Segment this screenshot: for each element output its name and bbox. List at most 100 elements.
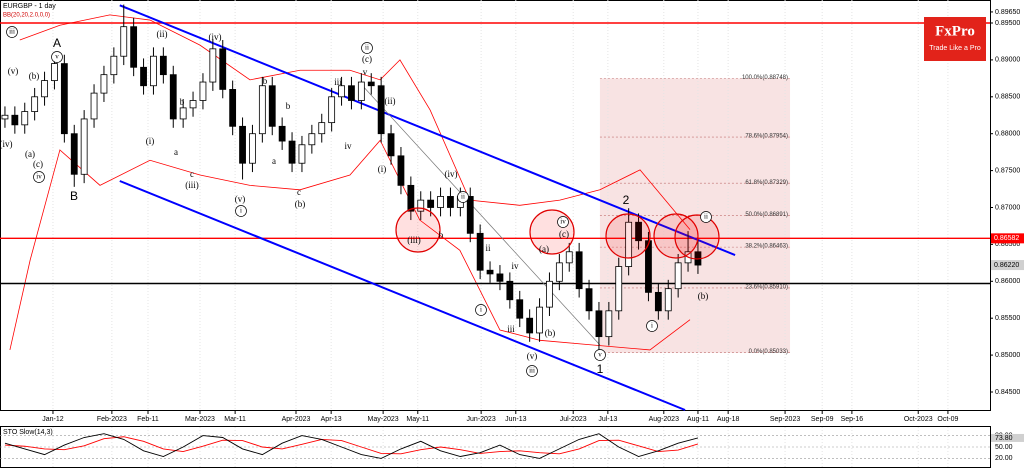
highlight-circle: [674, 214, 720, 260]
wave-label: c: [297, 187, 301, 197]
wave-label: i: [480, 306, 482, 314]
candle-body: [466, 196, 474, 234]
wave-label: (i): [146, 136, 155, 146]
candle-body: [338, 85, 345, 98]
candle-body: [169, 74, 177, 120]
level-label: 0.86582: [994, 235, 1019, 242]
x-tick-label: Aug-2023: [649, 416, 679, 423]
wave-label: i: [240, 207, 242, 215]
annotation-circle: [646, 320, 658, 332]
candle-body: [31, 96, 39, 112]
level-label-box: [991, 233, 1024, 244]
fib-label: 23.6%(0.85910): [745, 285, 788, 291]
chart-title: EURGBP - 1 day: [3, 3, 56, 10]
candle-body: [1, 114, 9, 120]
x-tick-label: Feb-2023: [97, 416, 127, 423]
wave-label: (c): [362, 54, 372, 64]
candle-body: [159, 55, 167, 76]
price-panel-frame: [0, 0, 991, 411]
fib-label: 50.0%(0.86891): [745, 212, 788, 218]
stoch-line: [4, 436, 699, 455]
wave-label: (iv): [209, 32, 222, 42]
x-tick-label: Feb-11: [137, 416, 159, 423]
highlight-circle: [395, 207, 441, 253]
wave-label: (b): [545, 328, 556, 338]
y-tick-label: 0.89650: [995, 9, 1020, 16]
x-tick-label: Sep-2023: [770, 416, 800, 423]
x-tick-label: May-2023: [368, 416, 399, 423]
candle-body: [486, 269, 494, 275]
wave-label: iv: [344, 141, 352, 151]
candle-body: [427, 199, 435, 208]
wave-label: (v): [8, 66, 19, 76]
candle-body: [546, 280, 553, 308]
x-tick-label: Jun-2023: [467, 416, 496, 423]
y-tick-label: 0.86000: [995, 278, 1020, 285]
candle-body: [258, 85, 266, 135]
wave-label: iii: [529, 367, 535, 375]
annotation-circle: [557, 216, 569, 228]
wave-label: (iii): [185, 180, 199, 190]
candle-body: [219, 48, 227, 90]
brand-logo: FxPro Trade Like a Pro: [924, 17, 986, 61]
candle-body: [417, 199, 425, 212]
x-tick-label: Sep-16: [841, 416, 864, 423]
candle-body: [21, 111, 29, 126]
wave-label: (a): [539, 244, 549, 254]
candle-body: [80, 118, 88, 175]
x-tick-label: Aug-18: [717, 416, 740, 423]
candle-body: [60, 63, 68, 135]
candle-body: [536, 306, 543, 334]
bollinger-band: [19, 14, 691, 230]
candle-body: [437, 196, 444, 208]
wave-label: iv: [560, 218, 566, 226]
trend-line: [361, 84, 601, 346]
candle-body: [268, 85, 276, 127]
annotation-circle: [33, 171, 45, 183]
fib-label: 61.8%(0.87329): [745, 180, 788, 186]
x-tick-label: Apr-13: [321, 416, 342, 423]
wave-label: a: [272, 156, 276, 166]
candle-body: [70, 133, 78, 175]
candle-body: [645, 240, 652, 293]
candle-body: [575, 251, 583, 290]
candle-body: [229, 89, 237, 127]
candle-body: [179, 107, 187, 120]
wave-label: (ii): [385, 96, 396, 106]
wave-label: iv: [36, 173, 42, 181]
wave-label: ii: [704, 213, 708, 221]
candle-body: [199, 81, 207, 101]
candle-body: [328, 96, 336, 124]
annotation-circle: [6, 26, 18, 38]
wave-label: b: [180, 97, 185, 107]
indicator-label: BB(20,20,2.0,0,0): [3, 13, 50, 19]
wave-label: iv: [511, 261, 519, 271]
wave-label: a: [174, 147, 178, 157]
candle-body: [654, 291, 662, 312]
y-tick-label: 0.84500: [995, 389, 1020, 396]
candle-body: [447, 196, 454, 208]
x-tick-label: Jul-13: [598, 416, 617, 423]
candle-body: [348, 85, 355, 101]
wave-label: b: [439, 230, 444, 240]
candle-body: [278, 125, 286, 142]
candle-body: [496, 273, 504, 282]
candle-body: [506, 280, 514, 301]
x-tick-label: Mar-11: [224, 416, 246, 423]
annotation-circle: [235, 205, 247, 217]
candle-body: [387, 133, 395, 157]
candle-body: [11, 114, 19, 126]
wave-label: iii: [507, 324, 515, 334]
stoch-current-box: [991, 433, 1024, 442]
y-tick-label: 0.87000: [995, 204, 1020, 211]
wave-label: c: [190, 169, 194, 179]
x-tick-label: Aug-11: [687, 416, 709, 423]
wave-label: (c): [33, 159, 43, 169]
wave-label: (b): [29, 71, 40, 81]
x-tick-label: Mar-2023: [185, 416, 215, 423]
wave-label: (c): [559, 229, 569, 239]
wave-label: (b): [698, 291, 709, 301]
stoch-level-label: 20.00: [995, 455, 1013, 462]
